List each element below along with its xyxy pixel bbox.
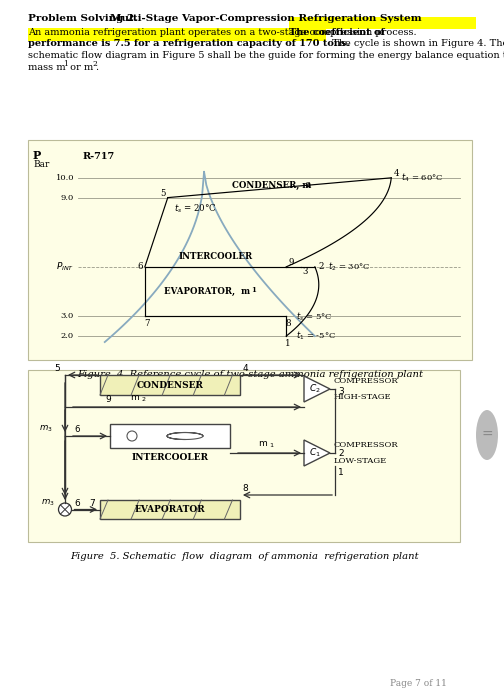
Text: $t_2$ = 30°C: $t_2$ = 30°C <box>323 260 370 273</box>
Text: 1: 1 <box>285 339 291 348</box>
Bar <box>100 375 240 395</box>
Bar <box>100 500 240 519</box>
Text: 3: 3 <box>338 387 344 396</box>
Text: Bar: Bar <box>33 160 49 169</box>
Ellipse shape <box>476 410 498 460</box>
Text: $m_3$: $m_3$ <box>41 497 55 508</box>
Polygon shape <box>304 376 330 402</box>
Text: 7: 7 <box>144 318 150 328</box>
Text: m $_{2}$: m $_{2}$ <box>130 393 147 404</box>
Text: An ammonia refrigeration plant operates on a two-stage compression process.: An ammonia refrigeration plant operates … <box>28 28 420 37</box>
Text: 2: 2 <box>318 262 324 272</box>
Text: 2: 2 <box>92 60 97 67</box>
Text: COMPRESSOR: COMPRESSOR <box>334 441 399 449</box>
Text: 9: 9 <box>288 258 294 267</box>
Text: 2: 2 <box>305 181 310 189</box>
Text: 9.0: 9.0 <box>61 194 74 202</box>
Text: INTERCOOLER: INTERCOOLER <box>178 252 253 261</box>
Text: The coefficient of: The coefficient of <box>289 28 385 37</box>
Text: EVAPORATOR: EVAPORATOR <box>135 505 205 514</box>
Circle shape <box>127 431 137 441</box>
Text: INTERCOOLER: INTERCOOLER <box>132 453 209 462</box>
Text: 6: 6 <box>74 498 80 508</box>
Text: Figure  4. Reference cycle of two-stage ammonia refrigeration plant: Figure 4. Reference cycle of two-stage a… <box>77 370 423 379</box>
Text: $t_4$ = 60°C: $t_4$ = 60°C <box>396 172 444 184</box>
Bar <box>28 28 326 41</box>
Text: $P_{INT}$: $P_{INT}$ <box>55 260 74 273</box>
Text: 5: 5 <box>54 364 60 373</box>
Text: 4: 4 <box>394 169 399 178</box>
Text: 1: 1 <box>63 60 68 67</box>
Text: Problem Solving 2.: Problem Solving 2. <box>28 14 138 23</box>
Text: $m_3$: $m_3$ <box>39 424 53 434</box>
Text: 3: 3 <box>303 267 308 276</box>
Text: schematic flow diagram in Figure 5 shall be the guide for forming the energy bal: schematic flow diagram in Figure 5 shall… <box>28 51 504 60</box>
Text: The cycle is shown in Figure 4. The: The cycle is shown in Figure 4. The <box>329 39 504 48</box>
Text: performance is 7.5 for a refrigeration capacity of 170 tons.: performance is 7.5 for a refrigeration c… <box>28 39 350 48</box>
Text: .: . <box>95 62 98 71</box>
Text: m $_{1}$: m $_{1}$ <box>259 440 276 450</box>
Text: $C_2$: $C_2$ <box>309 383 321 395</box>
Text: =: = <box>481 428 493 442</box>
Text: 4: 4 <box>243 364 248 373</box>
Text: 9: 9 <box>105 395 111 404</box>
Text: $C_1$: $C_1$ <box>309 447 321 459</box>
Text: CONDENSER, m: CONDENSER, m <box>232 181 311 190</box>
Text: P: P <box>33 150 41 161</box>
Bar <box>28 140 472 360</box>
Text: 2: 2 <box>338 449 344 458</box>
Text: 10.0: 10.0 <box>55 174 74 182</box>
Text: R-717: R-717 <box>83 152 115 161</box>
Text: $t_s$ = 5°C: $t_s$ = 5°C <box>291 310 333 323</box>
Text: Page 7 of 11: Page 7 of 11 <box>390 679 447 688</box>
Polygon shape <box>304 440 330 466</box>
Text: Multi-Stage Vapor-Compression Refrigeration System: Multi-Stage Vapor-Compression Refrigerat… <box>110 14 422 23</box>
Bar <box>110 424 230 448</box>
Text: mass m: mass m <box>28 62 66 71</box>
Bar <box>28 370 460 542</box>
Text: 5: 5 <box>160 189 165 198</box>
Circle shape <box>58 503 72 516</box>
Text: 6: 6 <box>137 262 143 272</box>
Text: 8: 8 <box>242 484 248 493</box>
Text: 8: 8 <box>285 318 291 328</box>
Text: 1: 1 <box>338 468 344 477</box>
Text: $t_s$ = 20°C: $t_s$ = 20°C <box>174 202 217 215</box>
Text: Figure  5. Schematic  flow  diagram  of ammonia  refrigeration plant: Figure 5. Schematic flow diagram of ammo… <box>70 552 418 561</box>
Text: 1: 1 <box>251 286 257 293</box>
Text: or m: or m <box>67 62 93 71</box>
Text: LOW-STAGE: LOW-STAGE <box>334 457 387 465</box>
Text: 6: 6 <box>74 425 80 434</box>
Text: 2.0: 2.0 <box>61 332 74 340</box>
Text: HIGH-STAGE: HIGH-STAGE <box>334 393 392 401</box>
Text: EVAPORATOR,  m: EVAPORATOR, m <box>164 287 250 296</box>
Bar <box>289 17 476 29</box>
Text: COMPRESSOR: COMPRESSOR <box>334 377 399 385</box>
Text: 3.0: 3.0 <box>61 312 74 321</box>
Text: $t_1$ = -5°C: $t_1$ = -5°C <box>291 330 336 342</box>
Text: CONDENSER: CONDENSER <box>137 381 204 389</box>
Text: 7: 7 <box>89 498 95 508</box>
